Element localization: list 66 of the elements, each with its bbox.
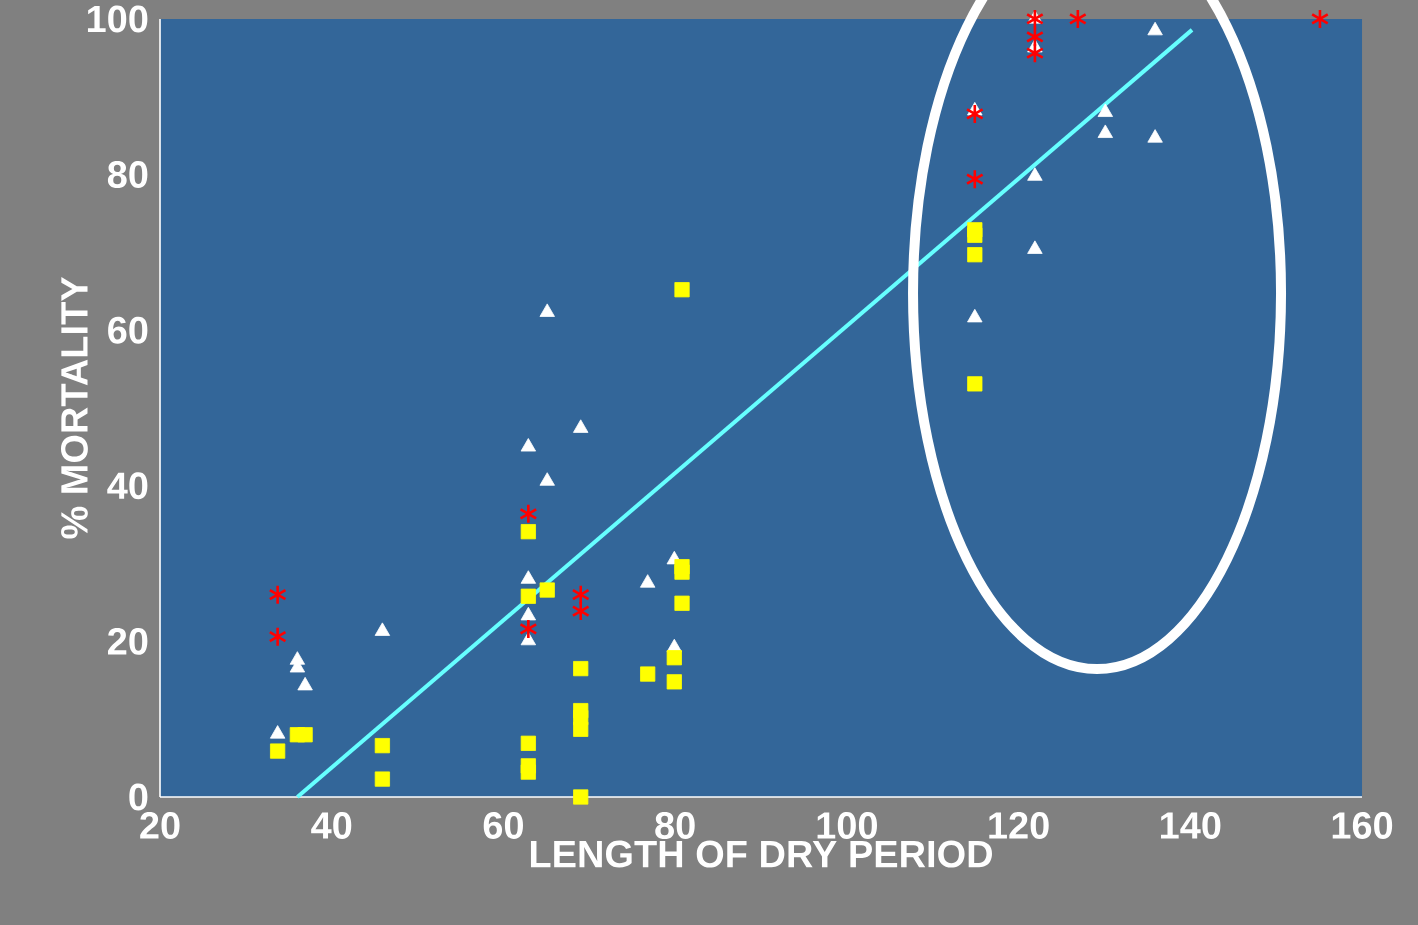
x-tick-label: 60	[483, 812, 523, 839]
y-tick-label: 20	[108, 627, 148, 655]
point	[1025, 42, 1044, 64]
point	[520, 606, 537, 621]
x-tick-label: 20	[140, 812, 180, 839]
x-tick-label: 40	[311, 812, 352, 839]
point	[640, 666, 656, 682]
point	[573, 789, 589, 805]
x-tick-label: 80	[655, 812, 695, 839]
point	[666, 650, 682, 666]
point	[1027, 240, 1043, 254]
y-tick-label: 0	[129, 783, 148, 811]
point	[1025, 8, 1044, 30]
point	[1310, 8, 1330, 30]
point	[297, 676, 313, 691]
point	[374, 738, 390, 754]
y-tick-label: 100	[87, 5, 148, 33]
point	[520, 570, 537, 584]
point	[965, 168, 984, 190]
point	[967, 308, 983, 323]
point	[674, 282, 690, 298]
point	[640, 574, 656, 588]
x-tick-label: 120	[989, 812, 1049, 839]
point	[967, 247, 983, 263]
x-axis-title: LENGTH OF DRY PERIOD	[530, 840, 992, 868]
point	[1027, 167, 1043, 181]
point	[1068, 8, 1087, 30]
point	[520, 438, 537, 452]
point	[539, 472, 555, 486]
point	[965, 103, 984, 125]
point	[674, 564, 690, 580]
point	[1097, 103, 1113, 117]
point	[666, 674, 682, 690]
y-tick-label: 40	[107, 472, 148, 500]
point	[573, 661, 589, 677]
y-tick-label: 60	[108, 316, 148, 344]
point	[520, 735, 536, 751]
x-tick-label: 160	[1332, 812, 1393, 839]
point	[539, 582, 555, 598]
point	[297, 727, 313, 743]
point	[268, 584, 287, 605]
point	[520, 764, 536, 780]
point	[520, 524, 536, 540]
point	[674, 595, 690, 611]
x-tick-label: 100	[817, 812, 877, 839]
point	[967, 227, 983, 243]
point	[967, 376, 983, 392]
point	[270, 743, 286, 759]
point	[374, 622, 391, 636]
point	[539, 303, 555, 317]
point	[269, 725, 286, 739]
point	[520, 588, 536, 604]
y-tick-label: 80	[107, 161, 148, 189]
point	[519, 503, 538, 525]
point	[573, 721, 589, 737]
point	[1147, 129, 1163, 143]
point	[374, 771, 390, 787]
point	[571, 600, 590, 622]
point	[573, 419, 589, 433]
y-axis-title: % MORTALITY	[60, 277, 88, 539]
point	[519, 618, 538, 640]
point	[268, 626, 287, 648]
point	[1097, 124, 1113, 138]
point	[571, 584, 590, 605]
x-tick-label: 140	[1161, 812, 1221, 839]
point	[1147, 21, 1163, 36]
